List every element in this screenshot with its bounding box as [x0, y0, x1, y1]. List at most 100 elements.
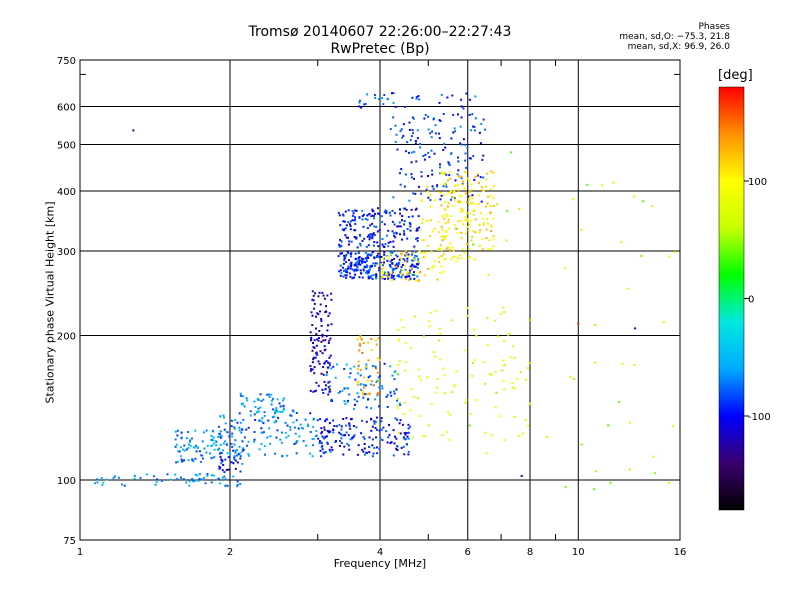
data-point [427, 196, 430, 199]
data-point [405, 253, 408, 256]
data-point [376, 446, 379, 449]
data-point [470, 129, 472, 132]
data-point [347, 267, 350, 270]
data-point [411, 215, 414, 218]
data-point [343, 220, 346, 223]
data-point [453, 224, 456, 227]
data-point [431, 173, 434, 176]
data-point [284, 421, 287, 424]
data-point [442, 171, 445, 174]
data-point [175, 443, 178, 446]
data-point [226, 452, 229, 455]
data-point [361, 218, 364, 221]
data-point [312, 294, 315, 297]
data-point [453, 197, 456, 200]
data-point [395, 232, 398, 235]
data-point [326, 371, 328, 374]
data-point [362, 396, 365, 399]
data-point [345, 424, 348, 427]
data-point [325, 305, 327, 308]
data-point [398, 275, 400, 278]
data-point [471, 113, 474, 116]
data-point [370, 274, 373, 277]
data-point [403, 185, 406, 188]
data-point [450, 258, 453, 261]
data-point [494, 370, 497, 373]
data-point [422, 435, 425, 438]
data-point [230, 425, 233, 428]
data-point [580, 443, 583, 446]
data-point [133, 474, 136, 477]
data-point [375, 277, 378, 280]
data-point [133, 477, 136, 480]
data-point [431, 130, 434, 133]
data-point [361, 276, 364, 279]
data-point [464, 159, 467, 162]
data-point [410, 161, 413, 164]
data-point [397, 338, 400, 341]
data-point [328, 422, 331, 425]
data-point [569, 375, 572, 378]
data-point [391, 374, 394, 377]
data-point [328, 430, 331, 433]
data-point [473, 129, 476, 132]
phases-annotation: Phases mean, sd,O: −75.3, 21.8 mean, sd,… [600, 22, 730, 52]
data-point [324, 339, 327, 342]
data-point [349, 438, 352, 441]
data-point [317, 295, 320, 298]
data-point [219, 435, 222, 438]
data-point [351, 268, 354, 271]
data-point [413, 277, 416, 280]
data-point [198, 478, 201, 480]
data-point [399, 257, 402, 260]
data-point [402, 258, 405, 261]
data-point [356, 338, 359, 341]
data-point [101, 484, 104, 487]
data-point [431, 230, 434, 233]
data-point [174, 438, 177, 441]
data-point [254, 419, 257, 421]
data-point [276, 410, 279, 413]
data-point [328, 312, 331, 315]
data-point [326, 294, 329, 297]
chart-title: Tromsø 20140607 22:26:00–22:27:43 RwPret… [0, 24, 760, 58]
data-point [315, 315, 317, 318]
data-point [381, 439, 384, 442]
data-point [594, 323, 597, 326]
data-point [379, 374, 381, 377]
data-point [464, 215, 467, 218]
data-point [368, 268, 371, 271]
y-tick-label: 300 [57, 247, 76, 258]
data-point [464, 171, 467, 173]
data-point [440, 172, 443, 174]
data-point [410, 151, 413, 154]
data-point [354, 216, 356, 219]
data-point [457, 200, 460, 203]
data-point [309, 331, 312, 334]
data-point [240, 431, 243, 434]
data-point [348, 376, 351, 379]
data-point [233, 458, 236, 461]
data-point [309, 369, 312, 372]
data-point [492, 171, 495, 174]
data-point [353, 270, 356, 273]
data-point [407, 450, 410, 453]
colorbar-unit-label: [deg] [718, 68, 753, 83]
data-point [398, 221, 401, 224]
data-point [353, 219, 356, 222]
data-point [319, 303, 322, 306]
data-point [274, 410, 277, 413]
data-point [357, 364, 360, 367]
data-point [324, 361, 327, 364]
data-point [222, 449, 225, 452]
data-point [465, 399, 468, 401]
data-point [546, 436, 549, 438]
data-point [348, 423, 351, 426]
data-point [433, 260, 436, 263]
data-point [273, 415, 276, 418]
data-point [231, 432, 234, 435]
data-point [269, 442, 272, 445]
data-point [451, 205, 454, 207]
data-point [441, 173, 444, 176]
